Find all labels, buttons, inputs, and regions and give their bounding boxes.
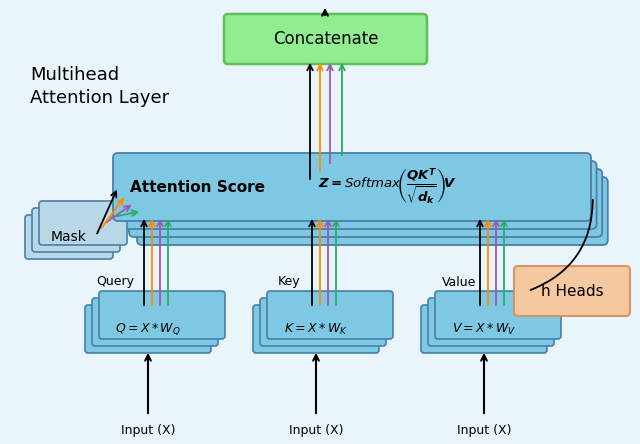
Text: Query: Query <box>96 275 134 289</box>
Text: $K = X * W_K$: $K = X * W_K$ <box>284 321 348 337</box>
Text: Mask: Mask <box>51 230 87 244</box>
FancyBboxPatch shape <box>260 298 386 346</box>
FancyBboxPatch shape <box>224 14 427 64</box>
Text: Attention Layer: Attention Layer <box>30 89 169 107</box>
FancyBboxPatch shape <box>25 215 113 259</box>
Text: Key: Key <box>278 275 301 289</box>
Text: $V = X * W_V$: $V = X * W_V$ <box>452 321 516 337</box>
Text: Input (X): Input (X) <box>121 424 175 436</box>
FancyBboxPatch shape <box>421 305 547 353</box>
FancyBboxPatch shape <box>435 291 561 339</box>
FancyBboxPatch shape <box>99 291 225 339</box>
FancyBboxPatch shape <box>85 305 211 353</box>
FancyBboxPatch shape <box>92 298 218 346</box>
Text: Attention Score: Attention Score <box>130 179 265 194</box>
FancyBboxPatch shape <box>137 177 608 245</box>
Text: Input (X): Input (X) <box>289 424 343 436</box>
Text: $\bfit{Z} = \mathit{Softmax}\!\left(\dfrac{QK^T}{\sqrt{d_k}}\right)\!V$: $\bfit{Z} = \mathit{Softmax}\!\left(\dfr… <box>318 166 456 207</box>
Text: $Q = X * W_Q$: $Q = X * W_Q$ <box>115 321 181 337</box>
FancyBboxPatch shape <box>514 266 630 316</box>
FancyBboxPatch shape <box>253 305 379 353</box>
Text: Multihead: Multihead <box>30 66 119 84</box>
FancyBboxPatch shape <box>32 208 120 252</box>
FancyBboxPatch shape <box>121 161 596 229</box>
FancyBboxPatch shape <box>129 169 602 237</box>
FancyBboxPatch shape <box>39 201 127 245</box>
Text: Value: Value <box>442 275 476 289</box>
FancyBboxPatch shape <box>428 298 554 346</box>
Text: Concatenate: Concatenate <box>273 30 378 48</box>
FancyBboxPatch shape <box>113 153 591 221</box>
FancyBboxPatch shape <box>267 291 393 339</box>
Text: Input (X): Input (X) <box>457 424 511 436</box>
Text: h Heads: h Heads <box>541 284 604 298</box>
